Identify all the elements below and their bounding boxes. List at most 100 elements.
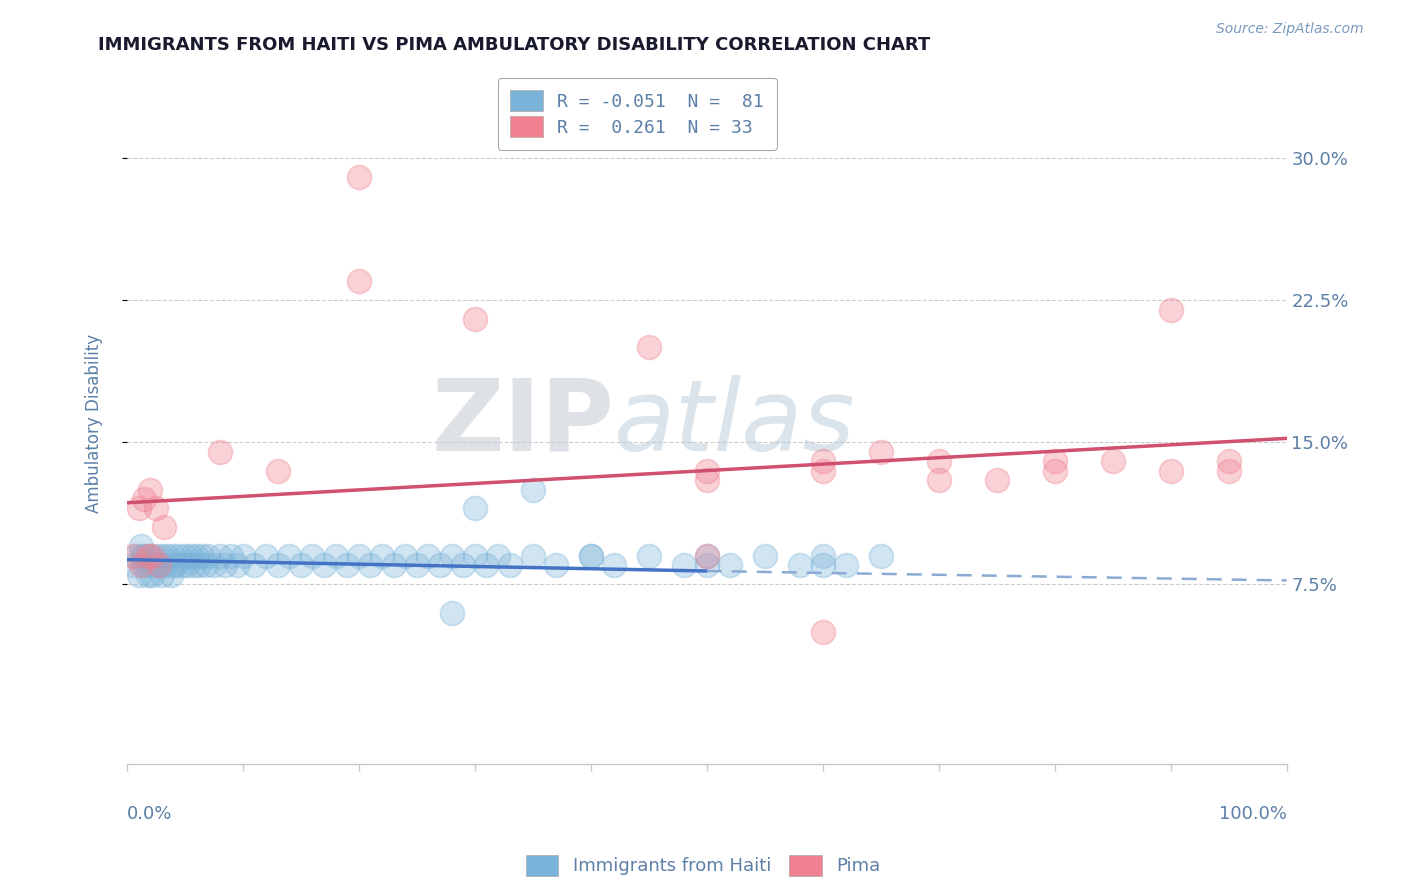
Point <box>1101 454 1123 468</box>
Point <box>156 549 179 563</box>
Point <box>145 501 167 516</box>
Point <box>347 274 370 288</box>
Point <box>371 549 394 563</box>
Point <box>1218 454 1240 468</box>
Point <box>325 549 347 563</box>
Point <box>811 464 834 478</box>
Point <box>197 549 219 563</box>
Point <box>986 473 1008 487</box>
Point <box>254 549 277 563</box>
Point <box>429 558 451 573</box>
Point <box>440 606 463 620</box>
Point <box>125 549 148 563</box>
Point <box>789 558 811 573</box>
Point <box>464 501 486 516</box>
Point <box>160 567 183 582</box>
Point <box>451 558 474 573</box>
Point <box>266 558 288 573</box>
Point <box>186 549 208 563</box>
Point <box>394 549 416 563</box>
Point <box>214 558 236 573</box>
Point <box>136 567 159 582</box>
Point <box>145 558 167 573</box>
Point <box>382 558 405 573</box>
Text: 100.0%: 100.0% <box>1219 805 1286 823</box>
Point <box>121 549 143 563</box>
Point <box>243 558 266 573</box>
Point <box>405 558 427 573</box>
Point <box>347 549 370 563</box>
Point <box>180 549 202 563</box>
Point <box>312 558 335 573</box>
Point <box>290 558 312 573</box>
Point <box>464 312 486 326</box>
Point <box>167 549 190 563</box>
Point <box>1218 464 1240 478</box>
Point <box>696 549 718 563</box>
Point <box>696 464 718 478</box>
Point <box>150 567 173 582</box>
Text: Source: ZipAtlas.com: Source: ZipAtlas.com <box>1216 22 1364 37</box>
Point <box>486 549 509 563</box>
Point <box>202 558 225 573</box>
Point <box>278 549 301 563</box>
Point <box>637 549 659 563</box>
Point <box>150 549 173 563</box>
Point <box>174 549 197 563</box>
Point <box>928 473 950 487</box>
Point <box>418 549 440 563</box>
Point <box>1160 302 1182 317</box>
Point <box>544 558 567 573</box>
Point <box>141 549 163 563</box>
Text: atlas: atlas <box>614 375 856 472</box>
Point <box>183 558 205 573</box>
Point <box>928 454 950 468</box>
Point <box>266 464 288 478</box>
Point <box>139 558 162 573</box>
Point <box>464 549 486 563</box>
Point <box>672 558 695 573</box>
Point <box>1043 464 1066 478</box>
Point <box>1160 464 1182 478</box>
Point <box>139 549 162 563</box>
Point <box>148 558 170 573</box>
Point <box>347 169 370 184</box>
Point <box>176 558 198 573</box>
Point <box>139 483 162 497</box>
Point <box>121 558 143 573</box>
Point <box>869 444 891 458</box>
Point <box>172 558 194 573</box>
Point <box>579 549 602 563</box>
Point <box>129 558 152 573</box>
Point <box>1043 454 1066 468</box>
Point <box>301 549 323 563</box>
Text: ZIP: ZIP <box>432 375 614 472</box>
Point <box>136 549 159 563</box>
Point <box>754 549 776 563</box>
Point <box>145 549 167 563</box>
Point <box>153 520 176 534</box>
Point <box>603 558 626 573</box>
Point <box>128 567 150 582</box>
Point <box>579 549 602 563</box>
Point <box>811 454 834 468</box>
Point <box>194 558 217 573</box>
Point <box>522 483 544 497</box>
Point <box>187 558 209 573</box>
Point <box>153 558 176 573</box>
Point <box>129 540 152 554</box>
Point <box>336 558 359 573</box>
Point <box>134 558 156 573</box>
Point <box>134 549 156 563</box>
Legend: R = -0.051  N =  81, R =  0.261  N = 33: R = -0.051 N = 81, R = 0.261 N = 33 <box>498 78 776 150</box>
Point <box>498 558 520 573</box>
Point <box>162 549 184 563</box>
Point <box>869 549 891 563</box>
Point <box>835 558 858 573</box>
Point <box>811 624 834 639</box>
Point <box>696 549 718 563</box>
Point <box>128 501 150 516</box>
Point <box>162 558 184 573</box>
Legend: Immigrants from Haiti, Pima: Immigrants from Haiti, Pima <box>519 847 887 883</box>
Point <box>522 549 544 563</box>
